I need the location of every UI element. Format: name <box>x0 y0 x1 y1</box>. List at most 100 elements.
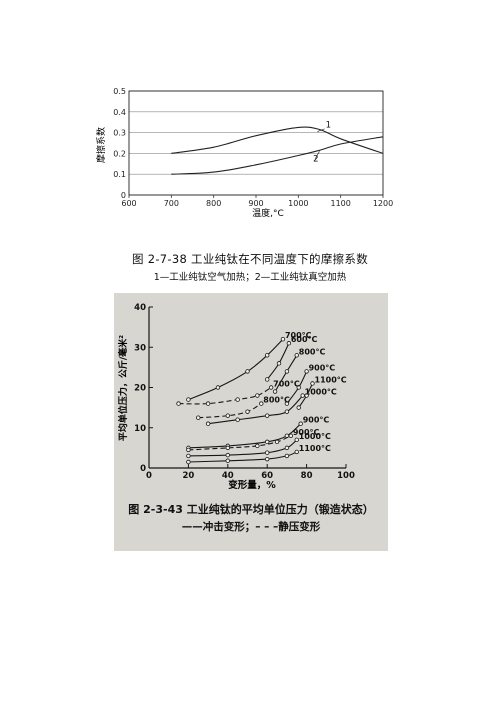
curve-dashed-6 <box>198 403 262 419</box>
data-point-marker <box>176 401 181 406</box>
data-point-marker <box>310 381 315 386</box>
data-point-marker <box>298 421 303 426</box>
series-label-2: 2 <box>313 155 318 165</box>
curve-temperature-label: 1100°C <box>315 375 347 384</box>
y-axis-label: 摩擦系数 <box>95 127 107 163</box>
curve-temperature-label: 900°C <box>293 428 320 437</box>
data-point-marker <box>284 445 290 451</box>
series-2-line <box>171 136 384 175</box>
data-point-marker <box>186 459 191 465</box>
data-point-marker <box>215 385 221 390</box>
data-point-marker <box>265 439 270 445</box>
data-point-marker <box>245 409 250 414</box>
curve-temperature-label: 1100°C <box>299 444 331 453</box>
data-point-marker <box>225 452 230 458</box>
x-tick-label: 80 <box>301 471 313 481</box>
x-tick-label: 800 <box>206 199 221 208</box>
curve-temperature-label: 800°C <box>263 396 290 405</box>
curve-temperature-label: 1000°C <box>305 388 337 397</box>
data-point-marker <box>288 433 294 438</box>
y-tick-label: 0.4 <box>113 108 126 117</box>
data-point-marker <box>300 393 305 398</box>
data-point-marker <box>186 453 191 459</box>
data-point-marker <box>268 385 274 390</box>
data-point-marker <box>205 421 211 426</box>
data-point-marker <box>255 393 260 398</box>
curve-temperature-label: 900°C <box>303 416 330 425</box>
y-axis-label: 平均单位压力，公斤/毫米² <box>117 335 129 441</box>
x-tick-label: 1000 <box>288 199 308 208</box>
figure-2-caption: 图 2-3-43 工业纯钛的平均单位压力（锻造状态） <box>128 503 374 516</box>
data-point-marker <box>296 385 301 390</box>
y-tick-label: 0.3 <box>113 129 126 138</box>
data-point-marker <box>255 443 260 449</box>
curve-temperature-label: 1000°C <box>299 432 331 441</box>
x-tick-label: 0 <box>146 471 152 481</box>
y-tick-label: 0.5 <box>113 87 126 96</box>
data-point-marker <box>205 401 211 406</box>
y-tick-label: 40 <box>134 303 146 313</box>
data-point-marker <box>284 453 290 459</box>
data-point-marker <box>225 445 230 451</box>
data-point-marker <box>286 341 292 346</box>
x-tick-label: 100 <box>337 471 355 481</box>
data-point-marker <box>296 405 301 410</box>
data-point-marker <box>265 353 270 358</box>
data-point-marker <box>272 389 278 394</box>
curve-temperature-label: 700°C <box>285 331 312 340</box>
data-point-marker <box>280 337 286 342</box>
curve-temperature-label: 800°C <box>299 347 326 356</box>
data-point-marker <box>294 449 299 455</box>
y-tick-label: 30 <box>134 343 146 353</box>
curve-solid-11 <box>188 451 298 463</box>
data-point-marker <box>284 369 290 374</box>
series-label-1-leader <box>317 128 325 132</box>
y-tick-label: 0 <box>121 191 126 200</box>
x-tick-label: 20 <box>182 471 194 481</box>
y-tick-label: 0.2 <box>113 149 126 158</box>
curve-solid-0 <box>188 338 284 401</box>
data-point-marker <box>284 401 290 406</box>
data-point-marker <box>225 413 230 418</box>
x-tick-label: 600 <box>121 199 136 208</box>
curve-solid-10 <box>188 439 298 457</box>
y-tick-label: 10 <box>134 424 146 434</box>
plot-frame <box>128 90 384 196</box>
x-tick-label: 1200 <box>373 199 393 208</box>
curve-temperature-label: 700°C <box>273 380 300 389</box>
data-point-marker <box>259 401 264 406</box>
data-point-marker <box>265 456 270 462</box>
x-tick-label: 60 <box>261 471 273 481</box>
data-point-marker <box>225 458 230 463</box>
series-1-line <box>171 126 384 154</box>
curve-temperature-label: 600°C <box>291 335 318 344</box>
data-point-marker <box>235 397 240 402</box>
x-tick-label: 1100 <box>330 199 350 208</box>
data-point-marker <box>294 353 299 358</box>
series-label-1: 1 <box>326 120 331 130</box>
figure-1-subcaption: 1—工业纯钛空气加热；2—工业纯钛真空加热 <box>153 272 347 283</box>
x-tick-label: 40 <box>222 471 234 481</box>
y-tick-label: 0.1 <box>113 170 126 179</box>
curve-dashed-9 <box>188 435 292 451</box>
y-tick-label: 0 <box>140 464 146 474</box>
data-point-marker <box>265 413 270 418</box>
data-point-marker <box>186 397 191 402</box>
figure-2-subcaption: ——冲击变形；– – –静压变形 <box>181 521 321 533</box>
scanned-figure-background <box>114 293 388 551</box>
curve-temperature-label: 900°C <box>309 363 336 372</box>
data-point-marker <box>274 439 280 445</box>
curve-solid-8 <box>188 423 302 449</box>
x-axis-label: 温度,°C <box>252 207 284 219</box>
x-tick-label: 700 <box>164 199 179 208</box>
data-point-marker <box>284 409 290 414</box>
x-axis-label: 变形量，% <box>228 479 276 491</box>
data-point-marker <box>245 369 250 374</box>
data-point-marker <box>276 361 282 366</box>
data-point-marker <box>196 415 201 420</box>
data-point-marker <box>186 447 191 453</box>
data-point-marker <box>265 450 270 455</box>
y-tick-label: 20 <box>134 384 146 394</box>
data-point-marker <box>284 433 290 438</box>
